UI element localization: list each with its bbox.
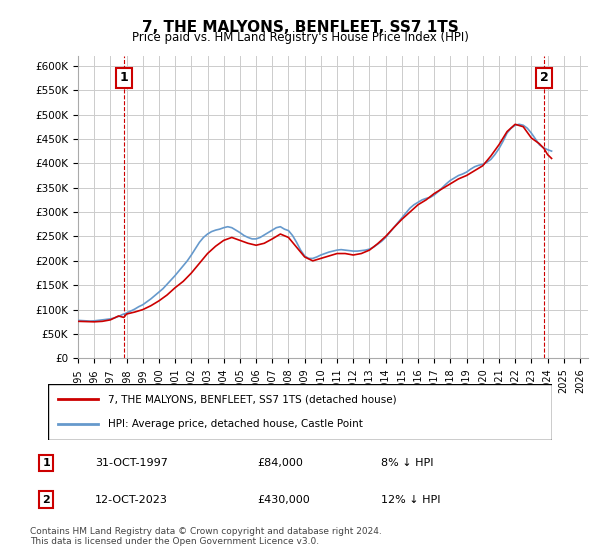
Text: 7, THE MALYONS, BENFLEET, SS7 1TS (detached house): 7, THE MALYONS, BENFLEET, SS7 1TS (detac… — [109, 394, 397, 404]
Text: 1: 1 — [119, 72, 128, 85]
Text: £430,000: £430,000 — [257, 494, 310, 505]
Text: 7, THE MALYONS, BENFLEET, SS7 1TS: 7, THE MALYONS, BENFLEET, SS7 1TS — [142, 20, 458, 35]
Text: 8% ↓ HPI: 8% ↓ HPI — [381, 458, 433, 468]
Text: 2: 2 — [43, 494, 50, 505]
Text: 2: 2 — [540, 72, 548, 85]
FancyBboxPatch shape — [48, 384, 552, 440]
Text: Price paid vs. HM Land Registry's House Price Index (HPI): Price paid vs. HM Land Registry's House … — [131, 31, 469, 44]
Text: Contains HM Land Registry data © Crown copyright and database right 2024.
This d: Contains HM Land Registry data © Crown c… — [30, 526, 382, 546]
Text: 31-OCT-1997: 31-OCT-1997 — [95, 458, 167, 468]
Text: £84,000: £84,000 — [257, 458, 302, 468]
Text: HPI: Average price, detached house, Castle Point: HPI: Average price, detached house, Cast… — [109, 419, 364, 429]
Text: 12-OCT-2023: 12-OCT-2023 — [95, 494, 167, 505]
Text: 12% ↓ HPI: 12% ↓ HPI — [381, 494, 440, 505]
Text: 1: 1 — [43, 458, 50, 468]
